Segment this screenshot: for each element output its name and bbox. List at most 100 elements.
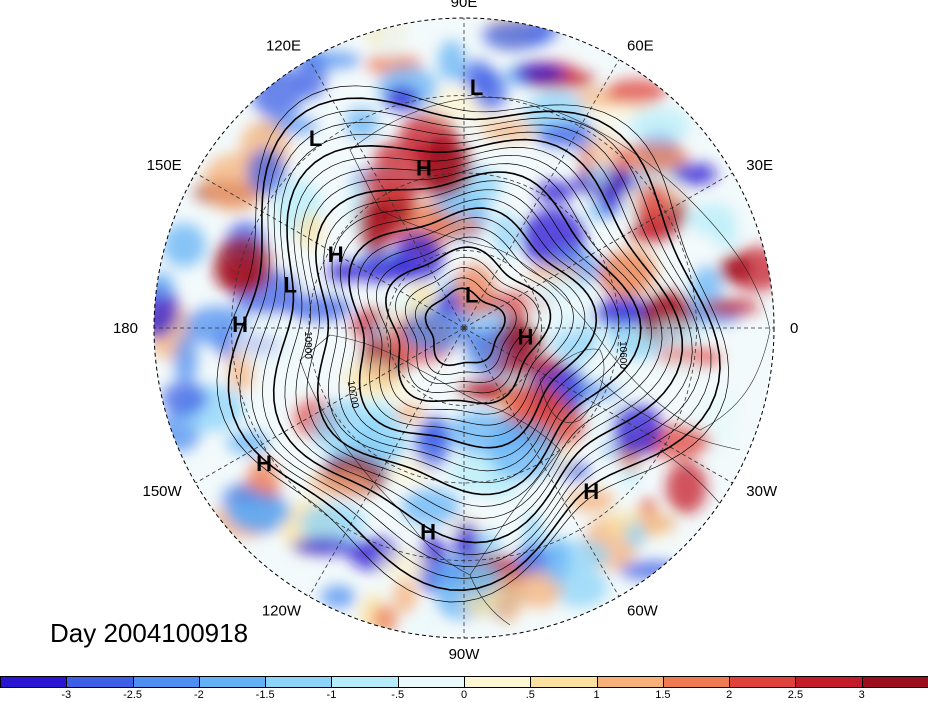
anomaly-blob [494,212,518,256]
colorbar-swatch [464,676,532,688]
contour-value-label: 10700 [345,380,361,410]
contour-value-label: 10600 [617,341,628,369]
anomaly-blob [453,521,480,566]
colorbar-swatch [530,676,598,688]
height-contour [385,246,552,405]
anomaly-blob [620,141,689,174]
colorbar-swatch [397,676,465,688]
anomaly-blob [251,66,304,119]
anomaly-blob [377,20,403,58]
colorbar-tick-label: -1 [326,689,337,701]
date-title: Day 2004100918 [50,618,249,648]
anomaly-blob [350,256,414,284]
longitude-label: 150E [147,157,182,174]
high-pressure-label: H [328,242,344,267]
anomaly-blob [407,610,437,638]
height-contour [376,236,563,415]
colorbar-tick-label: -.5 [391,689,405,701]
height-contour [250,121,703,567]
colorbar-tick-label: -2 [193,689,204,701]
height-contours [216,85,729,603]
longitude-labels: 90E 60E 30E 0 30W 60W 90W 120W 150W 180 150E 120E [113,0,798,663]
anomaly-blob [627,223,671,244]
colorbar-swatch [66,676,134,688]
height-contour [262,131,693,555]
anomaly-blob [225,500,293,526]
colorbar-tick-label: 3 [858,689,865,701]
colorbar-swatch [265,676,333,688]
height-contour [348,207,598,449]
height-contour [339,198,608,460]
longitude-label: 180 [113,320,138,337]
anomaly-blob [402,488,460,526]
high-pressure-label: H [416,156,432,181]
anomaly-blob [665,461,707,514]
height-contour [239,110,712,579]
longitude-label: 30W [746,483,778,500]
height-contour [366,226,574,426]
meridian-line [308,327,465,597]
height-contour [295,154,663,519]
anomaly-blob [687,202,736,236]
anomaly-blob [543,536,570,584]
anomaly-blob [345,361,399,397]
anomaly-blob [493,354,565,377]
height-contour [323,180,631,483]
anomaly-blob [320,585,356,609]
anomaly-blob [309,469,375,496]
anomaly-blob [482,19,545,51]
anomaly-blob [625,521,647,549]
anomaly-blob [479,382,507,403]
colorbar-swatch [596,676,664,688]
height-contour [395,256,540,394]
anomaly-blob [362,161,425,203]
height-contour [216,85,729,603]
longitude-label: 150W [143,483,183,500]
colorbar-tick-label: 1 [593,689,600,701]
anomaly-blob [231,317,301,367]
anomaly-blob [428,86,481,120]
height-contour [331,189,620,472]
anomaly-blob [513,62,567,84]
colorbar: -3 -2.5 -2 -1.5 -1 -.5 0 .5 1 1.5 2 2.5 3 [0,676,928,702]
anomaly-blob [672,162,717,186]
anomaly-blob [384,86,420,111]
longitude-label: 0 [790,320,798,337]
anomaly-blob [162,223,206,268]
anomaly-blob [345,107,379,140]
anomaly-blob [618,560,682,580]
low-pressure-label: L [465,282,478,307]
colorbar-tick-label: -1.5 [255,689,275,701]
anomaly-blob [718,254,751,284]
anomaly-blob [702,298,760,316]
colorbar-swatch [861,676,928,688]
colorbar-tick-label: -3 [61,689,72,701]
map-boundary [153,17,775,639]
height-contour [284,147,673,531]
anomaly-blob [380,550,427,579]
longitude-label: 120W [262,602,302,619]
height-contour [405,267,528,385]
anomaly-blob [402,310,466,353]
meridian-line [463,59,620,329]
colorbar-tick-label: 1.5 [655,689,671,701]
anomaly-blob [373,141,433,169]
anomaly-blob [372,604,398,635]
height-contour [424,287,506,367]
anomaly-blob [690,266,723,324]
anomaly-blob [608,247,658,295]
anomaly-blob [567,488,615,513]
high-pressure-label: H [232,312,248,337]
height-contour [415,277,517,375]
anomaly-blob [488,420,558,480]
contour-value-label: 10900 [302,331,313,359]
longitude-label: 60E [627,38,654,55]
anomaly-blob [212,236,272,296]
high-pressure-label: H [583,479,599,504]
colorbar-swatch [198,676,267,688]
anomaly-blob [393,576,418,615]
anomaly-blob [408,283,436,312]
anomaly-blob [611,403,663,456]
anomaly-blob [536,122,604,150]
high-pressure-label: H [256,451,272,476]
